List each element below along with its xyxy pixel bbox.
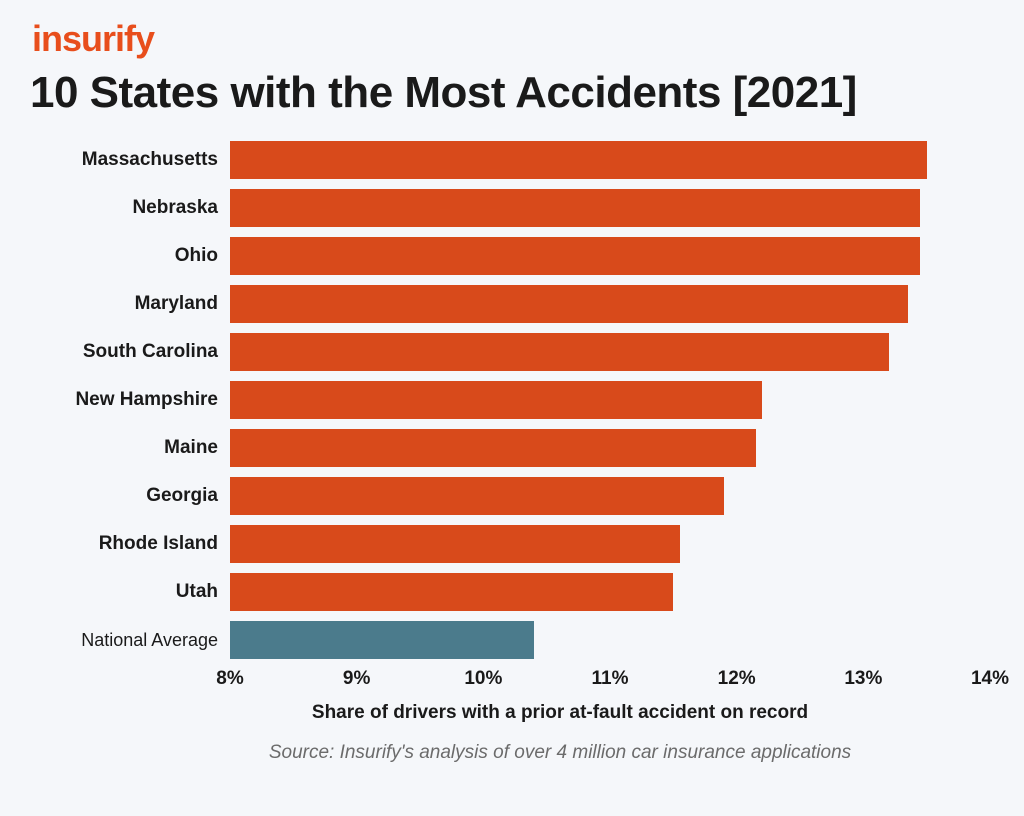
bar-label: National Average [30,630,230,651]
bar-track [230,328,990,376]
source-note: Source: Insurify's analysis of over 4 mi… [130,742,990,764]
bar-track [230,280,990,328]
bar-row: Georgia [30,472,990,520]
bar [230,381,762,419]
bar-label: South Carolina [30,341,230,363]
bar [230,477,724,515]
bar-track [230,376,990,424]
bar-label: Rhode Island [30,533,230,555]
bar-label: New Hampshire [30,389,230,411]
bar-row: Maine [30,424,990,472]
bar-label: Utah [30,581,230,603]
x-tick: 8% [216,668,243,690]
x-tick: 11% [592,668,629,690]
bar-track [230,232,990,280]
bar-label: Georgia [30,485,230,507]
bar-track [230,568,990,616]
x-tick: 12% [718,668,756,690]
bar [230,525,680,563]
bar-track [230,184,990,232]
chart-title: 10 States with the Most Accidents [2021] [30,68,994,118]
x-axis-label: Share of drivers with a prior at-fault a… [130,702,990,724]
bar-label: Massachusetts [30,149,230,171]
bar [230,333,889,371]
bar-row: South Carolina [30,328,990,376]
bar-label: Maine [30,437,230,459]
bar-track [230,472,990,520]
bar-row: Utah [30,568,990,616]
bar [230,285,908,323]
bar-row: Massachusetts [30,136,990,184]
x-tick: 10% [464,668,502,690]
x-axis: 8%9%10%11%12%13%14% [30,664,990,694]
x-tick: 13% [844,668,882,690]
bar-track [230,520,990,568]
bar [230,141,927,179]
bar-label: Ohio [30,245,230,267]
bar-row: National Average [30,616,990,664]
bar [230,573,673,611]
bar [230,237,920,275]
bar-row: New Hampshire [30,376,990,424]
bar-row: Nebraska [30,184,990,232]
x-tick: 14% [971,668,1009,690]
bar-row: Ohio [30,232,990,280]
bar-row: Maryland [30,280,990,328]
bar-track [230,424,990,472]
bar-label: Maryland [30,293,230,315]
brand-name: insurify [32,18,154,59]
bar [230,621,534,659]
brand-logo: insurify [32,18,994,60]
bar-label: Nebraska [30,197,230,219]
bar-track [230,616,990,664]
bar-row: Rhode Island [30,520,990,568]
x-tick: 9% [343,668,370,690]
bar-chart: Massachusetts Nebraska Ohio Maryland South C… [30,136,990,764]
bar [230,429,756,467]
bar [230,189,920,227]
bar-track [230,136,990,184]
